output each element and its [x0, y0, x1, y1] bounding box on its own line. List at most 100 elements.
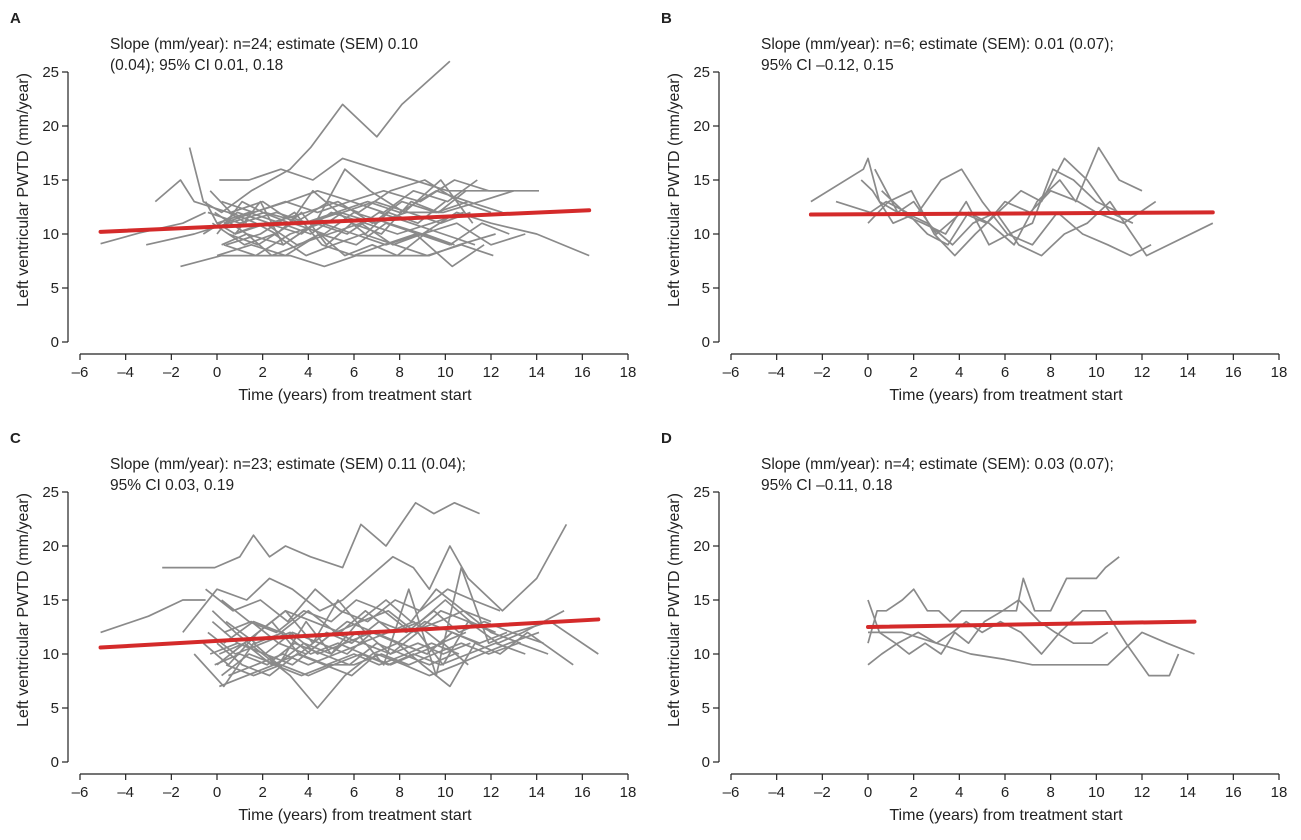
subject-line	[867, 556, 1120, 644]
x-tick-label: 18	[620, 364, 637, 381]
x-tick-label: –2	[163, 364, 180, 381]
plot-svg: –6 –4 –2 0 2 4 6 8 10 12 14 16 18 0 5 10 15 20 25	[42, 484, 636, 801]
subject-line	[835, 146, 1143, 246]
subject-line	[867, 609, 1180, 677]
subject-line	[223, 609, 494, 644]
subject-line	[223, 620, 467, 655]
subject-line	[154, 179, 248, 224]
x-tick-label: 8	[1046, 784, 1054, 801]
y-tick-label: 0	[702, 334, 710, 351]
subject-line	[881, 190, 1214, 257]
x-tick-label: 0	[213, 364, 221, 381]
x-tick-label: 16	[1225, 364, 1242, 381]
subject-line	[225, 642, 526, 677]
subject-line	[223, 222, 453, 257]
x-tick-label: 2	[258, 364, 266, 381]
x-tick-label: 12	[483, 784, 500, 801]
slope-annotation: Slope (mm/year): n=4; estimate (SEM): 0.…	[761, 454, 1114, 496]
plot-svg: –6 –4 –2 0 2 4 6 8 10 12 14 16 18 0 5 10 15 20 25	[42, 60, 637, 381]
x-axis-label: Time (years) from treatment start	[238, 387, 472, 404]
x-tick-label: 18	[1271, 784, 1288, 801]
y-tick-label: 10	[693, 226, 710, 243]
y-tick-label: 10	[693, 646, 710, 663]
x-tick-label: 12	[1134, 784, 1151, 801]
annotation-line-1: Slope (mm/year): n=4; estimate (SEM): 0.…	[761, 456, 1114, 473]
subject-line	[874, 168, 1120, 246]
x-tick-label: –2	[163, 784, 180, 801]
panel-a: –6 –4 –2 0 2 4 6 8 10 12 14 16 18 0 5 10 15 20 25 A Slope …	[0, 0, 650, 420]
x-tick-label: 14	[1179, 364, 1196, 381]
x-tick-label: 8	[1046, 364, 1054, 381]
y-tick-label: 5	[702, 280, 710, 297]
annotation-line-1: Slope (mm/year): n=24; estimate (SEM) 0.…	[110, 36, 418, 53]
x-tick-label: 12	[483, 364, 500, 381]
y-tick-label: 5	[702, 700, 710, 717]
subject-line	[221, 588, 521, 677]
slope-annotation: Slope (mm/year): n=6; estimate (SEM): 0.…	[761, 34, 1114, 76]
panel-label: C	[10, 430, 21, 447]
x-tick-label: 10	[1088, 784, 1105, 801]
y-tick-label: 10	[42, 646, 59, 663]
y-tick-label: 15	[42, 592, 59, 609]
x-axis-label: Time (years) from treatment start	[889, 807, 1123, 824]
annotation-line-2: (0.04); 95% CI 0.01, 0.18	[110, 57, 284, 74]
subject-line	[860, 168, 1152, 257]
subject-line	[193, 566, 599, 688]
y-tick-label: 20	[693, 538, 710, 555]
subject-line	[211, 620, 478, 666]
x-tick-label: 2	[258, 784, 266, 801]
x-tick-label: 8	[395, 784, 403, 801]
plot-svg: –6 –4 –2 0 2 4 6 8 10 12 14 16 18 0 5 10 15 20 25	[693, 64, 1287, 381]
panel-b: –6 –4 –2 0 2 4 6 8 10 12 14 16 18 0 5 10 15 20 25 B Slope …	[651, 0, 1301, 420]
subject-line	[182, 523, 568, 633]
annotation-line-1: Slope (mm/year): n=6; estimate (SEM): 0.…	[761, 36, 1114, 53]
fit-line	[98, 617, 601, 650]
subject-line	[205, 588, 501, 623]
subject-line	[867, 599, 1109, 655]
panel-c: –6 –4 –2 0 2 4 6 8 10 12 14 16 18 0 5 10 15 20 25 C Slope …	[0, 420, 650, 840]
subject-line	[225, 211, 485, 268]
x-tick-label: –6	[723, 784, 740, 801]
x-tick-label: –4	[117, 784, 134, 801]
subject-line	[188, 60, 451, 214]
x-tick-label: 0	[864, 784, 872, 801]
y-tick-label: 0	[51, 754, 59, 771]
subject-line	[211, 222, 494, 257]
x-tick-label: –4	[768, 364, 785, 381]
subject-line	[209, 190, 467, 246]
x-tick-label: –2	[814, 784, 831, 801]
x-tick-label: 6	[350, 364, 358, 381]
subject-line	[218, 642, 460, 666]
y-tick-label: 15	[693, 172, 710, 189]
x-tick-label: 10	[1088, 364, 1105, 381]
x-tick-label: 10	[437, 784, 454, 801]
x-tick-label: –6	[723, 364, 740, 381]
x-tick-label: 6	[350, 784, 358, 801]
x-tick-label: 2	[909, 784, 917, 801]
y-axis-label-text: Left ventricular PWTD (mm/year)	[15, 73, 32, 307]
y-tick-label: 20	[42, 538, 59, 555]
y-axis-label-text: Left ventricular PWTD (mm/year)	[666, 73, 683, 307]
y-tick-label: 25	[693, 64, 710, 81]
fit-line	[866, 619, 1197, 629]
y-axis-label-text: Left ventricular PWTD (mm/year)	[666, 493, 683, 727]
subject-line	[221, 599, 492, 634]
subject-line	[214, 642, 455, 666]
x-axis-label: Time (years) from treatment start	[238, 807, 472, 824]
plot-svg: –6 –4 –2 0 2 4 6 8 10 12 14 16 18 0 5 10 15 20 25	[693, 484, 1288, 801]
y-tick-label: 25	[693, 484, 710, 501]
y-tick-label: 20	[42, 118, 59, 135]
fit-line	[98, 208, 592, 234]
x-tick-label: 0	[864, 364, 872, 381]
subject-line	[216, 631, 540, 677]
x-tick-label: 4	[304, 364, 312, 381]
annotation-line-2: 95% CI 0.03, 0.19	[110, 477, 235, 494]
x-tick-label: –4	[117, 364, 134, 381]
subject-line	[232, 222, 526, 246]
subject-line	[162, 501, 480, 569]
x-tick-label: 12	[1134, 364, 1151, 381]
subject-line	[230, 599, 496, 655]
subject-line	[216, 222, 510, 257]
x-tick-label: 4	[955, 364, 963, 381]
x-tick-label: 4	[955, 784, 963, 801]
